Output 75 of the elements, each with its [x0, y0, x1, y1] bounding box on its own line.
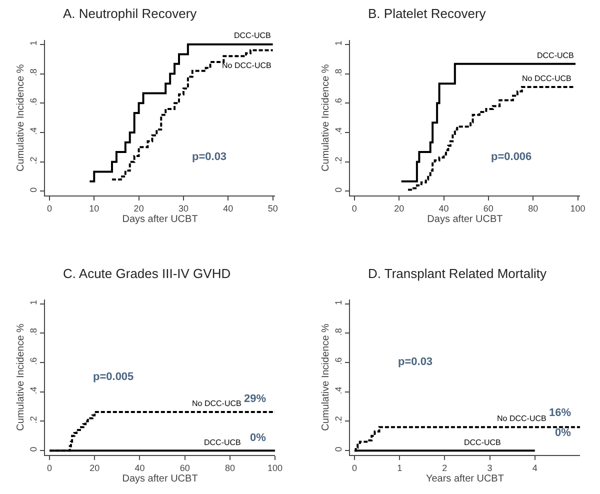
- series-label: DCC-UCB: [464, 438, 501, 447]
- series-label: No DCC-UCB: [192, 399, 242, 408]
- y-axis-title: Cumulative Incidence %: [15, 64, 26, 172]
- x-tick-label: 3: [487, 462, 492, 473]
- series-label: DCC-UCB: [234, 31, 271, 40]
- chart-title: D. Transplant Related Mortality: [368, 266, 547, 281]
- x-tick-label: 40: [438, 203, 449, 214]
- x-tick-label: 0: [352, 203, 357, 214]
- x-tick-label: 60: [483, 203, 494, 214]
- chart-title: A. Neutrophil Recovery: [63, 6, 198, 21]
- annotation: 0%: [555, 427, 572, 439]
- x-tick-label: 0: [46, 203, 52, 214]
- y-tick-label: .8: [333, 328, 344, 336]
- series-label: DCC-UCB: [204, 438, 241, 447]
- x-tick-label: 30: [178, 203, 188, 214]
- x-tick-label: 10: [89, 203, 100, 214]
- annotation: p=0.03: [192, 151, 227, 163]
- y-tick-label: .4: [333, 386, 344, 394]
- x-axis-title: Years after UCBT: [426, 473, 504, 484]
- x-tick-label: 80: [528, 203, 538, 214]
- y-tick-label: 1: [333, 40, 344, 46]
- y-tick-label: 0: [28, 187, 38, 192]
- series-label: No DCC-UCB: [222, 61, 272, 70]
- series-label: DCC-UCB: [537, 51, 574, 60]
- y-tick-label: .6: [333, 98, 344, 106]
- x-tick-label: 20: [134, 203, 144, 214]
- y-tick-label: .6: [28, 98, 38, 106]
- x-tick-label: 20: [90, 462, 100, 473]
- y-tick-label: 1: [28, 300, 38, 305]
- x-axis-title: Days after UCBT: [122, 473, 198, 484]
- y-tick-label: .2: [333, 416, 344, 424]
- y-tick-label: .6: [28, 357, 38, 365]
- annotation: 16%: [549, 407, 572, 419]
- x-tick-label: 0: [352, 462, 357, 473]
- y-tick-label: .2: [333, 156, 344, 164]
- x-tick-label: 60: [180, 462, 190, 473]
- y-tick-label: .6: [333, 357, 344, 365]
- y-tick-label: 1: [28, 40, 38, 46]
- chart-title: B. Platelet Recovery: [368, 6, 486, 21]
- y-tick-label: .2: [28, 156, 38, 164]
- y-tick-label: .4: [333, 127, 344, 135]
- x-tick-label: 40: [134, 462, 145, 473]
- x-axis-title: Days after UCBT: [122, 214, 198, 225]
- y-tick-label: 1: [333, 300, 344, 305]
- y-tick-label: 0: [333, 446, 344, 452]
- y-tick-label: .8: [28, 328, 38, 336]
- annotation: p=0.006: [491, 151, 532, 163]
- x-tick-label: 80: [224, 462, 235, 473]
- x-tick-label: 40: [223, 203, 234, 214]
- y-tick-label: .8: [28, 68, 38, 76]
- annotation: 29%: [244, 393, 266, 405]
- y-tick-label: .4: [28, 386, 38, 394]
- x-tick-label: 20: [394, 203, 404, 214]
- x-tick-label: 4: [532, 462, 538, 473]
- x-tick-label: 100: [268, 462, 283, 473]
- x-tick-label: 50: [268, 203, 278, 214]
- series-label: No DCC-UCB: [522, 74, 572, 83]
- annotation: p=0.03: [398, 356, 433, 368]
- y-axis-title: Cumulative Incidence %: [320, 64, 332, 172]
- x-tick-label: 100: [570, 203, 586, 214]
- chart-title: C. Acute Grades III-IV GVHD: [63, 266, 231, 281]
- annotation: p=0.005: [93, 371, 134, 383]
- annotation: 0%: [250, 432, 266, 444]
- x-axis-title: Days after UCBT: [427, 214, 503, 225]
- x-tick-label: 0: [47, 462, 52, 473]
- y-axis-title: Cumulative Incidence %: [15, 323, 26, 431]
- y-tick-label: .4: [28, 127, 38, 135]
- y-tick-label: 0: [28, 446, 38, 452]
- x-tick-label: 2: [442, 462, 448, 473]
- series-label: No DCC-UCB: [497, 414, 546, 423]
- y-tick-label: 0: [333, 187, 344, 192]
- y-axis-title: Cumulative Incidence %: [320, 323, 332, 431]
- y-tick-label: .8: [333, 68, 344, 76]
- y-tick-label: .2: [28, 416, 38, 424]
- x-tick-label: 1: [397, 462, 402, 473]
